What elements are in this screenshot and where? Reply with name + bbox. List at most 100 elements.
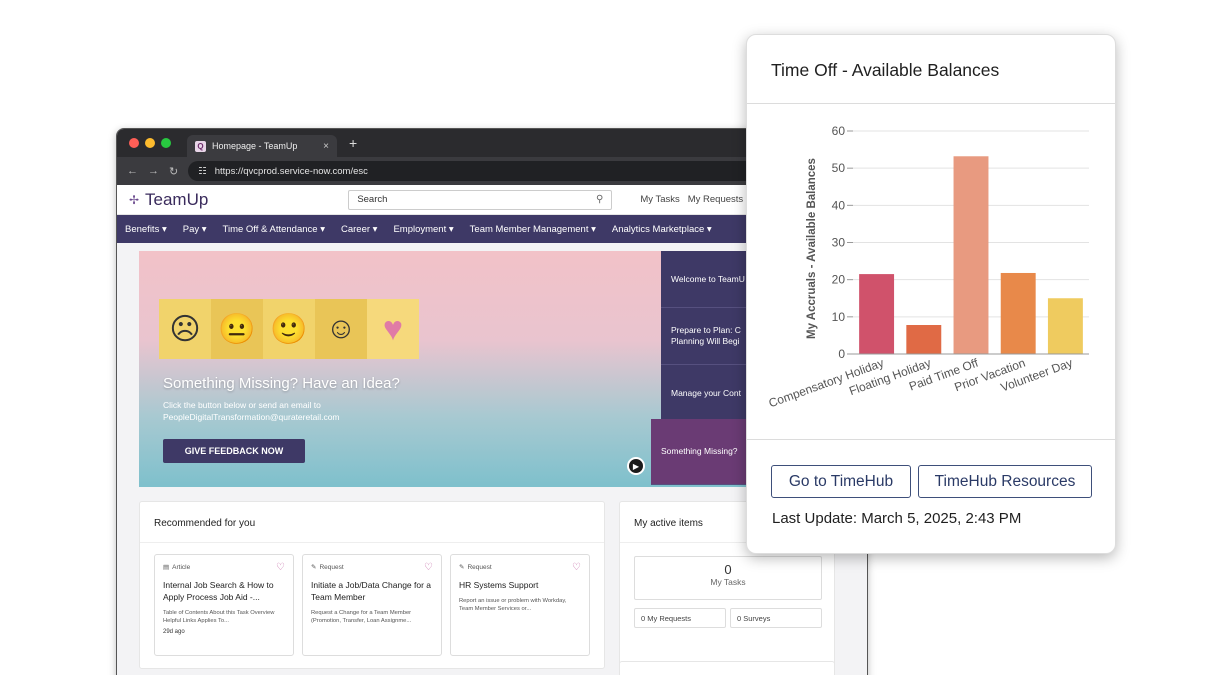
side-menu-item-manage[interactable]: Manage your Cont — [661, 365, 761, 422]
y-tick-label: 40 — [832, 198, 846, 212]
search-icon[interactable]: ⚲ — [595, 194, 604, 205]
browser-window: Q Homepage - TeamUp × + ← → ↻ ☷ https://… — [116, 128, 868, 675]
y-tick-label: 10 — [832, 310, 846, 324]
close-window-dot[interactable] — [129, 138, 139, 148]
hero-email-link[interactable]: PeopleDigitalTransformation@qurateretail… — [163, 412, 340, 422]
y-axis-label: My Accruals - Available Balances — [806, 158, 818, 339]
side-menu-item-prepare[interactable]: Prepare to Plan: C Planning Will Begi — [661, 308, 761, 365]
tile-age: 29d ago — [163, 629, 185, 635]
popover-title: Time Off - Available Balances — [771, 60, 1000, 80]
hero-subtitle: Click the button below or send an email … — [163, 399, 340, 423]
give-feedback-button[interactable]: GIVE FEEDBACK NOW — [163, 439, 305, 463]
divider — [747, 439, 1115, 440]
my-tasks-count: 0 — [724, 562, 732, 577]
request-icon: ✎ — [459, 564, 465, 571]
article-icon: ▤ — [163, 564, 170, 571]
tile-type: ✎ Request — [459, 563, 581, 572]
y-tick-label: 0 — [838, 347, 845, 361]
tile-description: Table of Contents About this Task Overvi… — [163, 610, 275, 624]
site-search-input[interactable]: Search ⚲ — [348, 189, 613, 210]
tab-bar: Q Homepage - TeamUp × + — [117, 129, 867, 157]
close-tab-icon[interactable]: × — [323, 140, 329, 152]
favorite-heart-icon[interactable]: ♡ — [276, 562, 285, 573]
y-tick-label: 20 — [832, 273, 846, 287]
minimize-window-dot[interactable] — [145, 138, 155, 148]
tile-type-label: Article — [172, 563, 191, 571]
heart-icon: ♥ — [367, 299, 419, 359]
active-items-title: My active items — [634, 518, 703, 529]
y-tick-label: 30 — [832, 236, 846, 250]
tile-type: ✎ Request — [311, 563, 433, 572]
browser-tab[interactable]: Q Homepage - TeamUp × — [187, 135, 337, 157]
nav-item-time-off[interactable]: Time Off & Attendance ▾ — [222, 223, 325, 235]
request-icon: ✎ — [311, 564, 317, 571]
logo-text: TeamUp — [145, 189, 209, 209]
tile-description: Request a Change for a Team Member (Prom… — [311, 610, 412, 624]
my-requests-count[interactable]: 0 My Requests — [634, 608, 726, 628]
address-bar-row: ← → ↻ ☷ https://qvcprod.service-now.com/… — [117, 157, 867, 185]
tile-type-label: Request — [319, 563, 344, 571]
nav-item-team-member-management[interactable]: Team Member Management ▾ — [469, 223, 596, 235]
tile-title: Internal Job Search & How to Apply Proce… — [163, 580, 274, 602]
maximize-window-dot[interactable] — [161, 138, 171, 148]
bar — [859, 274, 895, 354]
recommended-title: Recommended for you — [154, 518, 256, 529]
header-link-my-tasks[interactable]: My Tasks — [640, 194, 680, 205]
tile-description: Report an issue or problem with Workday,… — [459, 598, 567, 612]
bar — [1000, 272, 1036, 354]
favorite-heart-icon[interactable]: ♡ — [572, 562, 581, 573]
last-update-text: Last Update: March 5, 2025, 2:43 PM — [772, 510, 1022, 527]
forward-icon[interactable]: → — [148, 165, 159, 177]
nav-item-career[interactable]: Career ▾ — [340, 223, 378, 235]
recommended-card: Recommended for you ▤ Article ♡ Internal … — [139, 501, 605, 669]
tile-title: Initiate a Job/Data Change for a Team Me… — [311, 580, 432, 602]
header-links: My Tasks My Requests — [640, 194, 743, 205]
nav-item-analytics-marketplace[interactable]: Analytics Marketplace ▾ — [611, 223, 712, 235]
smile-face-icon: ☺ — [315, 299, 367, 359]
y-tick-label: 50 — [832, 161, 846, 175]
tile-title: HR Systems Support — [459, 580, 539, 590]
search-placeholder: Search — [357, 194, 388, 205]
nav-item-employment[interactable]: Employment ▾ — [393, 223, 454, 235]
nav-item-pay[interactable]: Pay ▾ — [182, 223, 207, 235]
hero-banner: ☹ 😐 🙂 ☺ ♥ Something Missing? Have an Ide… — [139, 251, 747, 487]
divider — [140, 542, 604, 543]
divider — [747, 103, 1115, 104]
hero-illustration: ☹ 😐 🙂 ☺ ♥ — [159, 299, 419, 359]
surveys-count[interactable]: 0 Surveys — [730, 608, 822, 628]
teamup-logo[interactable]: ✢ TeamUp — [127, 190, 208, 210]
nav-item-benefits[interactable]: Benefits ▾ — [125, 223, 167, 235]
recommended-tile[interactable]: ▤ Article ♡ Internal Job Search & How to … — [154, 554, 294, 656]
bar — [1047, 298, 1083, 354]
new-tab-button[interactable]: + — [349, 135, 358, 151]
go-to-timehub-button[interactable]: Go to TimeHub — [771, 465, 911, 498]
teamup-logo-icon: ✢ — [128, 192, 140, 207]
header-link-my-requests[interactable]: My Requests — [687, 194, 744, 205]
y-tick-label: 60 — [832, 124, 846, 138]
recommended-tile[interactable]: ✎ Request ♡ HR Systems Support Report an … — [450, 554, 590, 656]
main-nav: Benefits ▾ Pay ▾ Time Off & Attendance ▾… — [117, 215, 867, 243]
tab-title: Homepage - TeamUp — [212, 141, 298, 151]
url-text: https://qvcprod.service-now.com/esc — [214, 165, 368, 177]
active-items-card: My active items 0 My Tasks 0 My Requests… — [619, 501, 835, 669]
recommended-tile[interactable]: ✎ Request ♡ Initiate a Job/Data Change fo… — [302, 554, 442, 656]
favorite-heart-icon[interactable]: ♡ — [424, 562, 433, 573]
reload-icon[interactable]: ↻ — [169, 165, 179, 178]
tile-type-label: Request — [467, 563, 492, 571]
side-menu-item-welcome[interactable]: Welcome to TeamU — [661, 251, 761, 308]
timehub-resources-button[interactable]: TimeHub Resources — [918, 465, 1092, 498]
my-tasks-count-box[interactable]: 0 My Tasks — [634, 556, 822, 600]
hero-side-menu: Welcome to TeamU Prepare to Plan: C Plan… — [651, 251, 761, 487]
my-tasks-label: My Tasks — [710, 577, 746, 587]
play-icon[interactable]: ▶ — [627, 457, 645, 475]
site-info-icon[interactable]: ☷ — [198, 165, 207, 177]
secondary-card — [619, 661, 835, 675]
hero-title: Something Missing? Have an Idea? — [163, 375, 400, 392]
bar — [953, 156, 989, 354]
site-header: ✢ TeamUp Search ⚲ My Tasks My Requests — [117, 185, 867, 215]
neutral-face-icon: 😐 — [211, 299, 263, 359]
side-menu-item-something-missing[interactable]: Something Missing? — [651, 419, 761, 485]
time-off-popover: Time Off - Available Balances 0 10 20 30 40 5… — [746, 34, 1116, 554]
back-icon[interactable]: ← — [127, 165, 138, 177]
